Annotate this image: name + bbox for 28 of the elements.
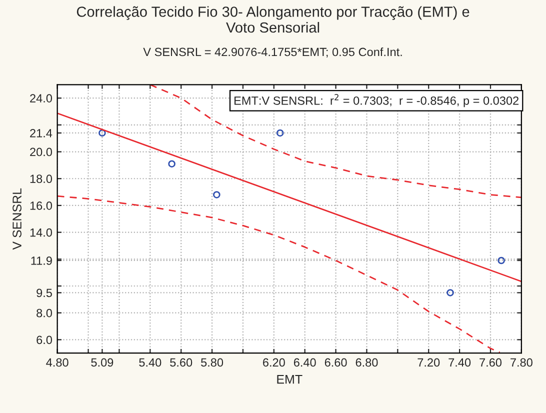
y-tick-label: 6.0	[36, 336, 52, 344]
y-tick-label: 14.0	[30, 228, 52, 237]
chart-title: Correlação Tecido Fio 30- Alongamento por Tracção (EMT) e Voto Sensorial	[76, 6, 470, 33]
x-tick-label: 6.40	[294, 358, 316, 367]
annotation: EMT:V SENSRL: r$^{2}$ = 0.7303; r = -0.8546, p = 0.0302	[234, 94, 519, 108]
y-tick-label: 11.9	[31, 256, 52, 265]
x-tick-label: 5.60	[170, 358, 192, 367]
x-tick-label: 7.60	[480, 358, 502, 367]
x-tick-label: 7.40	[448, 358, 471, 367]
y-tick-label: 18.0	[30, 174, 52, 184]
y-tick-label: 24.0	[30, 94, 52, 102]
x-tick-label: 7.20	[418, 358, 440, 367]
y-tick-label: 8.0	[36, 308, 52, 318]
x-tick-label: 5.40	[139, 358, 162, 367]
y-tick-label: 9.5	[36, 288, 52, 298]
x-tick-label: 5.09	[91, 358, 114, 367]
chart-subtitle: V SENSRL = 42.9076-4.1755*EMT; 0.95 Conf.Int.	[143, 48, 402, 58]
y-tick-label: 20.0	[30, 148, 52, 156]
y-tick-label: 21.4	[30, 129, 52, 138]
y-tick-label: 16.0	[30, 202, 52, 210]
x-axis-title: EMT	[277, 374, 302, 384]
x-tick-label: 5.80	[201, 358, 224, 367]
x-tick-label: 6.20	[263, 358, 285, 367]
x-tick-label: 6.60	[324, 358, 347, 367]
x-tick-label: 7.80	[510, 358, 532, 367]
x-tick-label: 6.80	[356, 358, 378, 367]
y-axis-title: V SENSRL	[12, 188, 22, 250]
x-tick-label: 4.80	[46, 358, 68, 367]
